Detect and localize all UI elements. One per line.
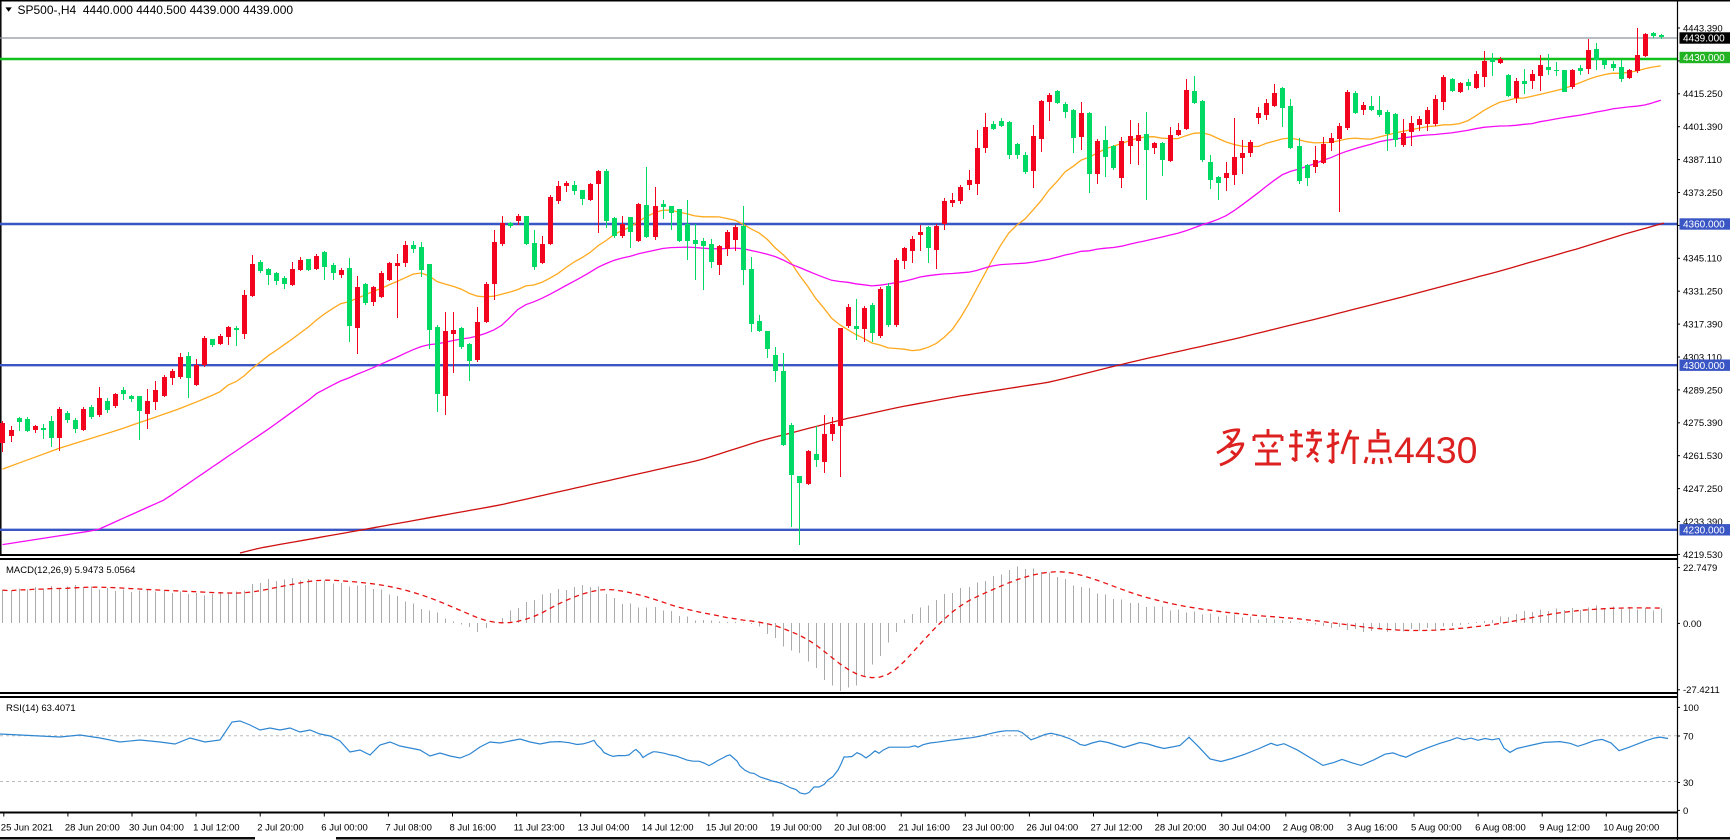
svg-text:28 Jul 20:00: 28 Jul 20:00 <box>1155 823 1207 834</box>
svg-text:30 Jul 04:00: 30 Jul 04:00 <box>1219 823 1271 834</box>
svg-text:4360.000: 4360.000 <box>1683 220 1725 231</box>
svg-text:4233.390: 4233.390 <box>1683 517 1723 528</box>
svg-text:2 Aug 08:00: 2 Aug 08:00 <box>1283 823 1334 834</box>
svg-text:4289.250: 4289.250 <box>1683 385 1723 396</box>
svg-text:4219.530: 4219.530 <box>1683 550 1723 561</box>
svg-text:15 Jul 20:00: 15 Jul 20:00 <box>706 823 758 834</box>
svg-text:MACD(12,26,9) 5.9473 5.0564: MACD(12,26,9) 5.9473 5.0564 <box>6 565 135 576</box>
svg-text:-27.4211: -27.4211 <box>1683 685 1720 696</box>
svg-text:4303.110: 4303.110 <box>1683 352 1722 363</box>
svg-text:4317.390: 4317.390 <box>1683 320 1723 331</box>
svg-text:4331.250: 4331.250 <box>1683 287 1723 298</box>
svg-text:14 Jul 12:00: 14 Jul 12:00 <box>642 823 694 834</box>
svg-text:4261.530: 4261.530 <box>1683 451 1723 462</box>
svg-text:9 Aug 12:00: 9 Aug 12:00 <box>1539 823 1590 834</box>
svg-text:23 Jul 00:00: 23 Jul 00:00 <box>962 823 1014 834</box>
svg-text:3 Aug 16:00: 3 Aug 16:00 <box>1347 823 1398 834</box>
svg-text:27 Jul 12:00: 27 Jul 12:00 <box>1091 823 1143 834</box>
svg-text:4247.250: 4247.250 <box>1683 484 1723 495</box>
svg-text:4300.000: 4300.000 <box>1683 361 1725 372</box>
svg-text:6 Aug 08:00: 6 Aug 08:00 <box>1475 823 1526 834</box>
svg-text:19 Jul 00:00: 19 Jul 00:00 <box>770 823 822 834</box>
svg-text:4387.110: 4387.110 <box>1683 155 1722 166</box>
svg-text:4443.390: 4443.390 <box>1683 23 1723 34</box>
svg-text:11 Jul 23:00: 11 Jul 23:00 <box>514 823 565 834</box>
svg-text:4439.000: 4439.000 <box>1683 34 1725 45</box>
svg-text:30: 30 <box>1683 778 1694 789</box>
svg-text:0: 0 <box>1683 806 1688 817</box>
svg-text:RSI(14) 63.4071: RSI(14) 63.4071 <box>6 703 76 714</box>
svg-text:0.00: 0.00 <box>1683 619 1702 630</box>
svg-text:21 Jul 16:00: 21 Jul 16:00 <box>898 823 950 834</box>
svg-text:6 Jul 00:00: 6 Jul 00:00 <box>321 823 367 834</box>
svg-text:4230.000: 4230.000 <box>1683 525 1725 536</box>
svg-text:20 Jul 08:00: 20 Jul 08:00 <box>834 823 886 834</box>
svg-text:10 Aug 20:00: 10 Aug 20:00 <box>1603 823 1659 834</box>
svg-text:4373.250: 4373.250 <box>1683 188 1723 199</box>
svg-text:2 Jul 20:00: 2 Jul 20:00 <box>257 823 303 834</box>
svg-text:4430: 4430 <box>1394 429 1477 471</box>
svg-text:13 Jul 04:00: 13 Jul 04:00 <box>578 823 630 834</box>
svg-text:70: 70 <box>1683 731 1694 742</box>
svg-text:22.7479: 22.7479 <box>1683 563 1717 574</box>
svg-text:28 Jun 20:00: 28 Jun 20:00 <box>65 823 120 834</box>
svg-text:100: 100 <box>1683 703 1699 714</box>
svg-text:4415.250: 4415.250 <box>1683 89 1723 100</box>
svg-text:4401.390: 4401.390 <box>1683 122 1723 133</box>
svg-text:30 Jun 04:00: 30 Jun 04:00 <box>129 823 184 834</box>
svg-text:1 Jul 12:00: 1 Jul 12:00 <box>193 823 239 834</box>
svg-text:25 Jun 2021: 25 Jun 2021 <box>1 823 53 834</box>
svg-text:8 Jul 16:00: 8 Jul 16:00 <box>450 823 496 834</box>
svg-text:4275.390: 4275.390 <box>1683 418 1723 429</box>
svg-text:4430.000: 4430.000 <box>1683 53 1725 64</box>
svg-text:26 Jul 04:00: 26 Jul 04:00 <box>1026 823 1078 834</box>
svg-text:5 Aug 00:00: 5 Aug 00:00 <box>1411 823 1462 834</box>
svg-text:SP500-,H4 4440.000 4440.500 4: SP500-,H4 4440.000 4440.500 4439.000 443… <box>18 3 294 17</box>
svg-text:7 Jul 08:00: 7 Jul 08:00 <box>385 823 431 834</box>
svg-text:4345.110: 4345.110 <box>1683 254 1722 265</box>
